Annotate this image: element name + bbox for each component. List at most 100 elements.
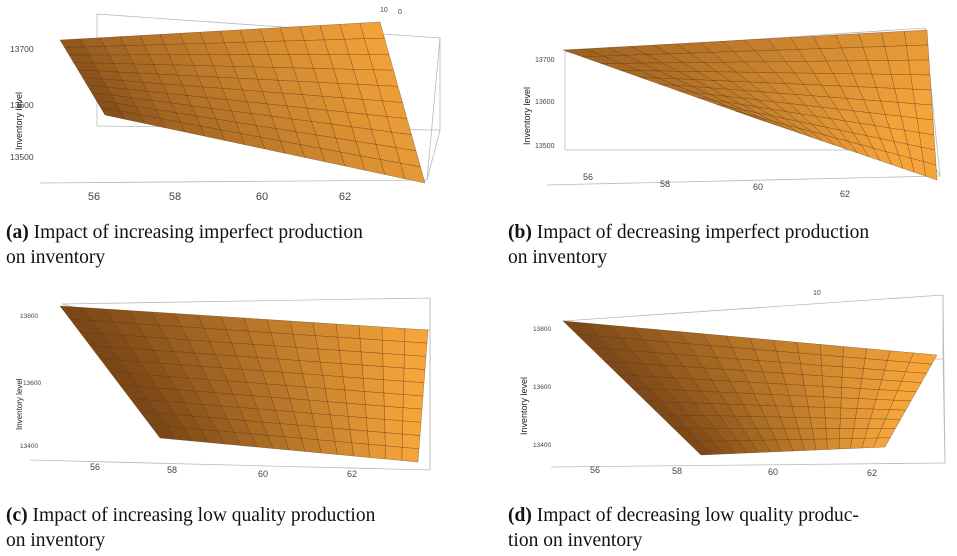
plot-c-box-front	[29, 459, 431, 471]
plot-c-surface-patch	[317, 348, 342, 364]
plot-c-surface-patch	[381, 326, 406, 342]
plot-c-z-tick-label: 13600	[23, 380, 41, 387]
plot-d-x-tick-label: 56	[590, 465, 600, 475]
plot-c-surface-patch	[361, 364, 384, 381]
plot-b-surface-patch	[923, 161, 938, 181]
plot-d-surface-patch	[839, 428, 855, 440]
plot-c-surface-patch	[341, 363, 364, 379]
plot-c-surface-patch	[383, 379, 405, 395]
caption-d-line-2: tion on inventory	[508, 530, 643, 551]
plot-b-surface-patch	[908, 59, 931, 76]
plot-d-surface-patch	[841, 377, 863, 389]
plot-c-z-tick-label: 13400	[20, 443, 38, 450]
plot-c-surface-patch	[359, 338, 384, 354]
plot-a-x-tick-label: 58	[169, 191, 181, 203]
plot-d-z-tick-label: 13800	[533, 326, 551, 333]
plot-b-surface-patch	[881, 31, 907, 47]
plot-b-surface-patch	[884, 45, 909, 61]
plot-d-surface-patch	[889, 399, 912, 411]
plot-a-x-tick-label: 62	[339, 191, 351, 203]
plot-a-surface-patch	[400, 162, 426, 184]
plot-c-surface-patch	[314, 426, 336, 442]
plot-b-x-tick-label: 58	[660, 179, 670, 189]
plot-c-surface-patch	[322, 375, 346, 391]
plot-c-surface-patch	[308, 399, 331, 416]
caption-c-line-2: on inventory	[6, 530, 106, 551]
plot-d-surface-patch	[813, 438, 828, 451]
plot-d-surface-patch	[824, 407, 842, 419]
plot-c-x-tick-label: 60	[258, 469, 268, 479]
plot-c-surface-patch	[382, 366, 405, 382]
caption-a-tag: (a)	[6, 222, 29, 243]
caption-d: (d) Impact of decreasing low quality pro…	[508, 503, 957, 553]
plot-c-surface-patch	[315, 335, 340, 351]
plot-b-surface-patch	[867, 60, 892, 75]
plot-c-x-tick-label: 62	[347, 469, 357, 479]
plot-c-surface-patch	[368, 444, 387, 460]
plot-c-surface-patch	[402, 420, 422, 436]
plot-c-surface-patch	[327, 401, 349, 417]
plot-d-surface-patch	[841, 387, 861, 399]
plot-c-surface-patch	[383, 392, 404, 408]
plot-d-surface-patch	[839, 418, 856, 429]
plot-d-z-axis-label: Inventory level	[519, 377, 529, 435]
caption-a-line-1: Impact of increasing imperfect productio…	[33, 222, 363, 243]
caption-a-line-2: on inventory	[6, 247, 106, 268]
caption-b: (b) Impact of decreasing imperfect produ…	[508, 220, 957, 270]
plot-b-surface	[562, 29, 938, 181]
plot-c-x-tick-label: 58	[167, 465, 177, 475]
plot-d-surface-patch	[788, 395, 809, 408]
plot-c-surface-patch	[349, 429, 369, 445]
plot-d-surface-patch	[798, 352, 822, 366]
caption-d-line-1: Impact of decreasing low quality produc-	[536, 505, 859, 526]
plot-c-surface-patch	[403, 354, 427, 370]
plot-d-surface-patch	[893, 390, 917, 402]
plot-d-surface-patch	[821, 365, 843, 378]
plot-b-surface-patch	[910, 74, 932, 91]
plot-a-x-tick-label: 60	[256, 191, 268, 203]
plot-d-surface-patch	[840, 397, 859, 409]
plot-c-surface-patch	[281, 372, 306, 388]
plot-c-surface	[59, 305, 429, 463]
plot-d-surface-patch	[822, 375, 843, 388]
plot-b-surface-patch	[914, 103, 934, 121]
plot-d-surface-patch	[802, 374, 824, 387]
plot-d-surface-patch	[822, 386, 842, 399]
plot-b-surface-patch	[912, 88, 933, 106]
plot-c-surface-patch	[312, 322, 339, 338]
plot-a-z-axis-label: Inventory level	[14, 92, 24, 150]
plot-c-surface-patch	[278, 358, 303, 375]
plot-d-surface-patch	[791, 406, 811, 418]
plot-d-surface-patch	[840, 407, 858, 419]
plot-d-x-tick-label: 60	[768, 467, 778, 477]
plot-d-surface-patch	[825, 417, 841, 429]
plot-c-surface-patch	[403, 381, 425, 397]
plot-c-surface-patch	[299, 360, 324, 376]
plot-d-surface-patch	[858, 388, 880, 400]
surface-plot-c-svg: 56 58 60 62 13800 13600 13400 Inventory level	[15, 297, 431, 479]
surface-plot-c: 56 58 60 62 13800 13600 13400 Inventory level	[0, 290, 445, 485]
plot-b-z-tick-label: 13500	[535, 143, 555, 150]
plot-a-box-front	[39, 179, 428, 184]
plot-b-box-front	[546, 175, 941, 186]
plot-d-surface-patch	[855, 408, 874, 420]
plot-c-surface-patch	[274, 345, 300, 361]
plot-d-surface-patch	[884, 360, 910, 373]
plot-a-surface	[59, 21, 426, 184]
plot-c-surface-patch	[404, 328, 429, 344]
plot-d-surface-patch	[856, 398, 877, 410]
plot-c-surface-patch	[243, 317, 272, 333]
plot-d-surface-patch	[806, 395, 825, 408]
plot-b-x-tick-label: 62	[840, 189, 850, 199]
plot-c-surface-patch	[402, 407, 423, 423]
plot-b-z-axis-label: Inventory level	[522, 87, 532, 145]
plot-b-surface-patch	[858, 32, 886, 48]
plot-c-surface-patch	[401, 433, 421, 450]
plot-d-surface-patch	[800, 363, 823, 377]
plot-c-surface-patch	[337, 336, 362, 353]
plot-c-surface-patch	[266, 319, 294, 335]
plot-d-z-tick-label: 13600	[533, 384, 551, 391]
plot-c-surface-patch	[351, 442, 370, 458]
plot-c-surface-patch	[302, 373, 326, 389]
plot-c-surface-patch	[334, 441, 354, 457]
